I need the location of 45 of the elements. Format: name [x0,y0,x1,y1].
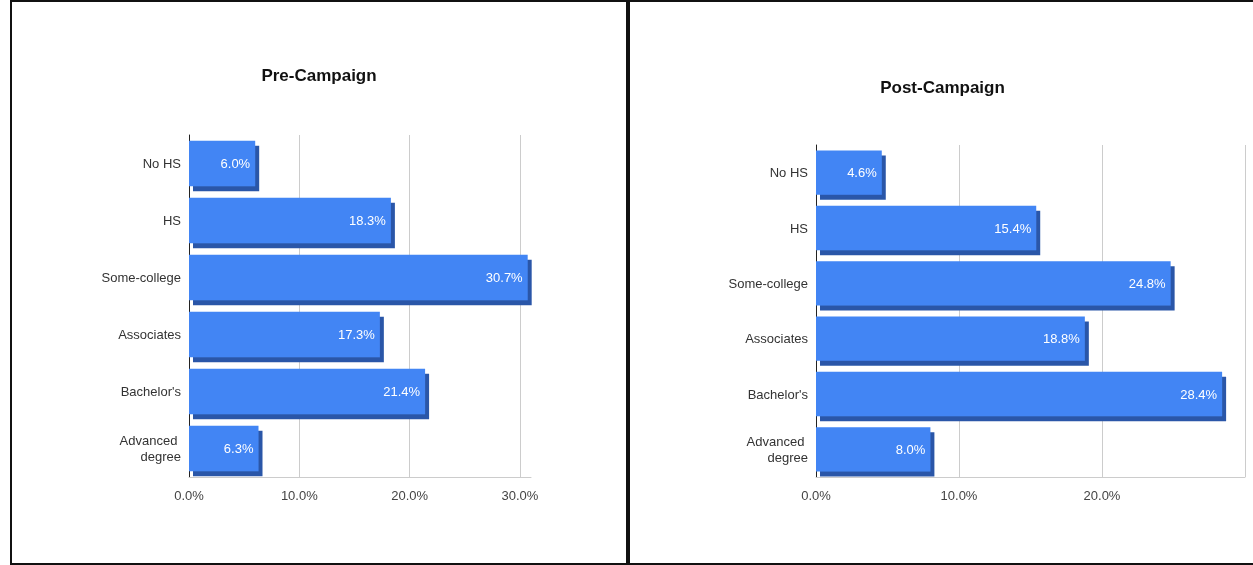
bar [189,197,391,244]
y-tick-label: No HS [142,156,182,171]
data-label: 8.0% [895,441,926,457]
y-tick-label: HS [162,213,182,228]
y-tick-label: No HS [769,165,809,181]
bar [816,316,1085,361]
bar [816,205,1037,251]
data-label: 18.3% [349,213,387,228]
bar [189,368,426,415]
bar [189,254,528,301]
y-tick-label: Advanced degree [119,433,181,464]
chart-title: Post-Campaign [880,78,1005,97]
data-label: 6.3% [223,441,254,456]
data-label: 4.6% [847,165,878,181]
chart-title: Pre-Campaign [261,66,377,85]
bar [816,371,1223,417]
x-tick-label: 30.0% [501,488,539,503]
y-tick-label: Associates [118,327,182,342]
x-tick-label: 0.0% [174,488,205,503]
y-tick-label: Associates [745,331,809,347]
bar [816,261,1171,306]
y-tick-label: HS [789,220,809,236]
x-tick-label: 20.0% [391,488,429,503]
data-label: 18.8% [1042,331,1081,347]
bar [189,311,380,358]
data-label: 28.4% [1180,386,1218,402]
bar [189,425,259,472]
x-tick-label: 20.0% [1083,488,1121,503]
y-tick-label: Some-college [728,275,808,291]
data-label: 17.3% [337,327,376,342]
y-tick-label: Some-college [101,270,181,285]
y-tick-label: Bachelor's [747,386,809,402]
data-label: 15.4% [994,220,1032,236]
x-tick-label: 10.0% [940,488,978,503]
x-tick-label: 0.0% [801,488,832,503]
y-tick-label: Bachelor's [120,384,182,399]
bar [816,150,882,195]
data-label: 21.4% [383,384,421,399]
data-label: 30.7% [485,270,524,285]
y-tick-label: Advanced degree [746,433,808,465]
data-label: 6.0% [220,156,251,171]
bar [816,427,931,472]
bar [189,140,256,187]
data-label: 24.8% [1128,275,1167,291]
x-tick-label: 10.0% [280,488,319,503]
